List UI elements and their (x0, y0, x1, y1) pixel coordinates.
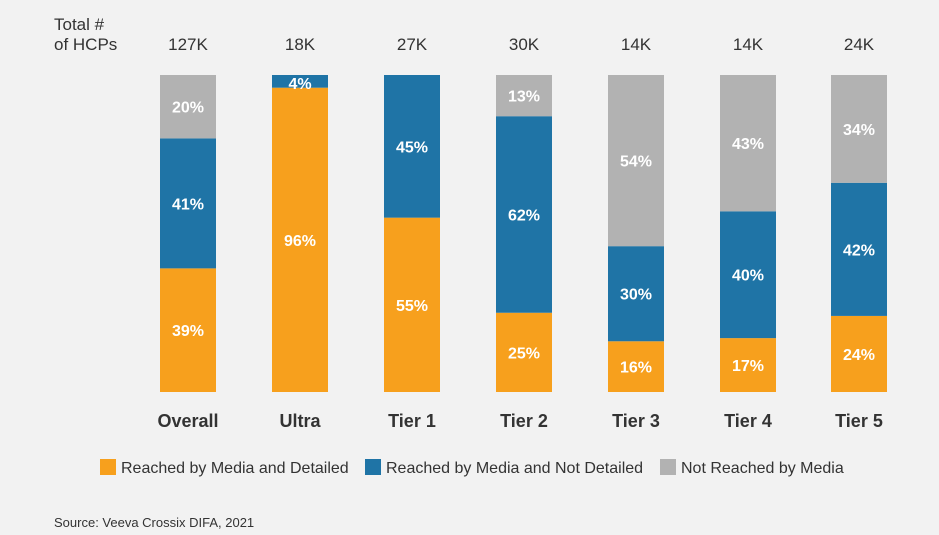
total-value: 18K (285, 35, 316, 54)
segment-label: 41% (172, 196, 204, 213)
segment-label: 55% (396, 298, 428, 315)
bar-segment (720, 211, 776, 339)
bar-segment (160, 138, 216, 269)
segment-label: 25% (508, 345, 540, 362)
bar-segment (831, 182, 887, 316)
segment-label: 54% (620, 154, 652, 171)
legend-swatch (365, 459, 381, 475)
legend-label: Not Reached by Media (681, 460, 844, 477)
total-value: 127K (168, 35, 208, 54)
bar-segment (496, 312, 552, 392)
segment-label: 39% (172, 323, 204, 340)
segment-label: 62% (508, 207, 540, 224)
total-value: 24K (844, 35, 875, 54)
total-value: 14K (733, 35, 764, 54)
category-label: Overall (157, 411, 218, 431)
legend-item: Reached by Media and Not Detailed (365, 459, 643, 477)
bar-segment (720, 75, 776, 212)
bar-segment (608, 246, 664, 342)
category-label: Tier 1 (388, 411, 436, 431)
legend: Reached by Media and Detailed Reached by … (100, 459, 844, 477)
bar-segment (496, 116, 552, 313)
bar-segment (608, 341, 664, 392)
segment-label: 13% (508, 89, 540, 106)
segment-label: 34% (843, 122, 875, 139)
bar-segment (272, 87, 328, 393)
total-hcps-label-line: Total # (54, 15, 105, 34)
total-value: 27K (397, 35, 428, 54)
category-label: Tier 3 (612, 411, 660, 431)
category-labels: Overall Ultra Tier 1 Tier 2 Tier 3 Tier 4 Tier… (157, 411, 882, 431)
bar-segment (384, 217, 440, 392)
bar-segment (272, 75, 328, 88)
segment-label: 4% (288, 76, 311, 93)
legend-item: Reached by Media and Detailed (100, 459, 349, 477)
category-label: Ultra (279, 411, 321, 431)
bar-segment (160, 75, 216, 139)
segment-label: 16% (620, 360, 652, 377)
legend-item: Not Reached by Media (660, 459, 844, 477)
category-label: Tier 4 (724, 411, 772, 431)
total-hcps-label-line: of HCPs (54, 35, 117, 54)
category-label: Tier 5 (835, 411, 883, 431)
legend-swatch (660, 459, 676, 475)
segment-label: 43% (732, 136, 764, 153)
bar-segment (496, 75, 552, 117)
bars (160, 75, 887, 393)
bar-segment (831, 315, 887, 392)
source-note: Source: Veeva Crossix DIFA, 2021 (54, 515, 254, 530)
category-label: Tier 2 (500, 411, 548, 431)
segment-label: 30% (620, 287, 652, 304)
segment-label: 17% (732, 358, 764, 375)
legend-label: Reached by Media and Detailed (121, 460, 349, 477)
segment-label: 42% (843, 242, 875, 259)
segment-label: 45% (396, 139, 428, 156)
total-value: 14K (621, 35, 652, 54)
total-value: 30K (509, 35, 540, 54)
legend-label: Reached by Media and Not Detailed (386, 460, 643, 477)
segment-label: 40% (732, 268, 764, 285)
segment-label: 24% (843, 347, 875, 364)
segment-labels: 39% 41% 20% 96% 4% 55% 45% 25% 62% 13% 16% 30% 54% 17… (172, 76, 875, 377)
bar-segment (384, 75, 440, 218)
bar-segment (720, 338, 776, 392)
segment-label: 96% (284, 233, 316, 250)
total-hcps-values: 127K 18K 27K 30K 14K 14K 24K (168, 35, 875, 54)
total-hcps-label: Total #of HCPs (54, 15, 117, 54)
bar-segment (608, 75, 664, 247)
legend-swatch (100, 459, 116, 475)
bar-segment (831, 75, 887, 183)
segment-label: 20% (172, 100, 204, 117)
bar-segment (160, 268, 216, 392)
